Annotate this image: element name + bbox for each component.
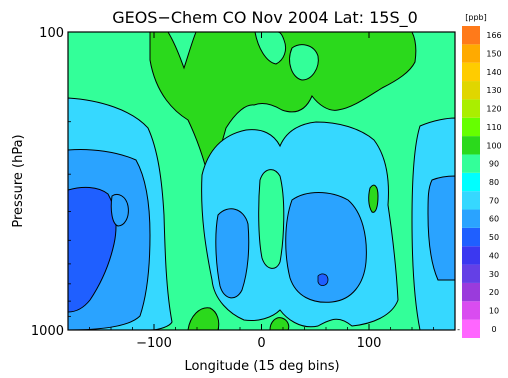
x-axis: −100 0 100	[67, 32, 456, 351]
colorbar-swatch	[462, 246, 480, 265]
x-axis-label: Longitude (15 deg bins)	[184, 359, 339, 374]
colorbar-tick-label: 40	[489, 251, 499, 260]
contour-band-60-centre-east	[285, 192, 367, 303]
colorbar-swatch	[462, 191, 480, 210]
contour-field	[68, 32, 455, 330]
colorbar-under-label: -	[457, 325, 460, 334]
x-tick-label: −100	[136, 336, 172, 351]
colorbar-tick-label: 130	[486, 86, 501, 95]
contour-pocket-80a	[167, 32, 197, 70]
colorbar-tick-label: 20	[489, 288, 499, 297]
colorbar-tick-label: 140	[486, 68, 501, 77]
contour-band-50-dot	[317, 273, 329, 286]
colorbar-swatch	[462, 154, 480, 173]
colorbar-swatch	[462, 117, 480, 137]
colorbar-swatch	[462, 26, 480, 45]
contour-band-50-west	[68, 186, 117, 313]
contour-band-50-west-lobe	[110, 193, 129, 227]
chart-title: GEOS−Chem CO Nov 2004 Lat: 15S_0	[112, 8, 418, 28]
colorbar-swatch	[462, 99, 480, 118]
x-tick-label: 0	[257, 336, 265, 351]
contour-band-90-surface-b	[269, 317, 290, 330]
colorbar-tick-label: 90	[489, 160, 499, 169]
colorbar-tick-label: 60	[489, 215, 499, 224]
x-tick-label: 100	[357, 336, 382, 351]
contour-band-90-surface-a	[187, 307, 220, 330]
colorbar-tick-label: 50	[489, 233, 499, 242]
colorbar-unit: [ppb]	[465, 13, 486, 22]
colorbar-tick-label: 10	[489, 306, 499, 315]
y-axis-label: Pressure (hPa)	[11, 134, 26, 227]
colorbar-swatch	[462, 172, 480, 192]
colorbar-swatch	[462, 227, 480, 247]
y-tick-label: 100	[39, 26, 64, 41]
colorbar-swatch	[462, 264, 480, 283]
colorbar-tick-label: 110	[486, 123, 501, 132]
colorbar-swatch	[462, 282, 480, 302]
contour-pocket-80b	[254, 32, 287, 65]
contour-band-60-east	[427, 175, 455, 281]
colorbar-swatch	[462, 209, 480, 228]
contour-pocket-80c	[289, 44, 319, 81]
colorbar-tick-label: 0	[491, 325, 496, 334]
colorbar-tick-label: 150	[486, 50, 501, 59]
colorbar: 0 10 20 30 40 50 60 70 80 90 100 110 120 130 140 150 166…	[457, 26, 502, 338]
colorbar-tick-label: 100	[486, 141, 501, 150]
contour-pocket-80d	[258, 169, 285, 269]
colorbar-tick-label: 70	[489, 196, 499, 205]
y-axis: 100 1000	[31, 26, 455, 339]
contour-band-90-mid	[368, 184, 379, 213]
colorbar-swatch	[462, 136, 480, 155]
colorbar-tick-label: 30	[489, 270, 499, 279]
colorbar-tick-label: 166	[486, 31, 501, 40]
colorbar-tick-label: 80	[489, 178, 499, 187]
colorbar-swatch	[462, 319, 480, 338]
colorbar-swatch	[462, 62, 480, 82]
colorbar-swatch	[462, 81, 480, 100]
colorbar-swatch	[462, 301, 480, 320]
colorbar-swatch	[462, 44, 480, 63]
colorbar-tick-label: 120	[486, 105, 501, 114]
contour-band-60-centre	[215, 208, 250, 299]
y-tick-label: 1000	[31, 324, 64, 339]
